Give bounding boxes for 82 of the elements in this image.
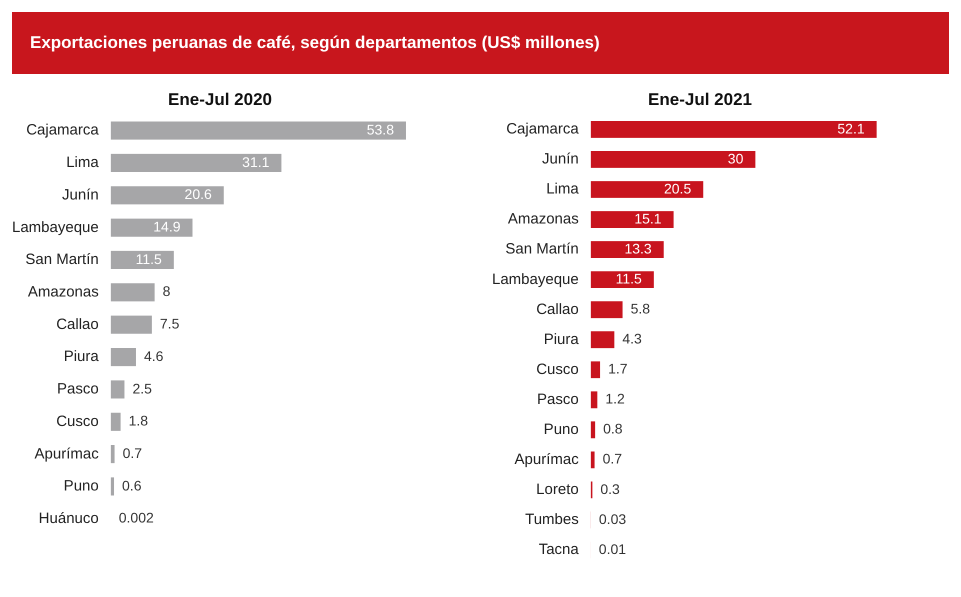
bar — [590, 211, 674, 228]
bar — [110, 154, 282, 172]
y-tick-label: Cajamarca — [506, 120, 580, 138]
y-tick-label: Apurímac — [514, 451, 580, 468]
data-label: 30 — [728, 150, 744, 166]
data-label: 14.9 — [153, 218, 181, 234]
y-tick-label: Tacna — [538, 541, 580, 558]
data-label: 0.8 — [603, 420, 623, 437]
bar — [590, 451, 595, 468]
data-label: 20.6 — [184, 186, 212, 202]
data-label: 5.8 — [630, 300, 650, 317]
data-label: 0.7 — [602, 450, 622, 467]
y-tick-label: Junín — [62, 186, 99, 204]
y-tick-label: Cajamarca — [26, 122, 100, 139]
bar — [110, 316, 152, 334]
data-label: 0.7 — [122, 444, 142, 461]
bar — [590, 241, 664, 258]
y-tick-label: Amazonas — [28, 283, 99, 300]
data-label: 4.6 — [144, 348, 164, 364]
data-label: 20.5 — [664, 180, 692, 196]
y-tick-label: Cusco — [56, 412, 99, 430]
y-tick-label: San Martín — [25, 251, 99, 268]
y-tick-label: Puno — [64, 478, 99, 495]
bar — [590, 121, 877, 138]
bar — [110, 218, 192, 237]
data-label: 1.7 — [608, 360, 628, 377]
data-label: 0.002 — [118, 510, 154, 526]
data-label: 15.1 — [634, 210, 662, 226]
y-tick-label: Lambayeque — [12, 218, 99, 236]
bar — [110, 412, 121, 431]
data-label: 0.01 — [598, 540, 626, 557]
y-tick-label: Piura — [64, 348, 100, 366]
data-label: 1.8 — [128, 412, 148, 429]
chart-title: Ene-Jul 2021 — [648, 90, 752, 109]
y-tick-label: Apurímac — [34, 445, 100, 462]
data-label: 1.2 — [605, 390, 625, 407]
data-label: 7.5 — [160, 316, 180, 332]
y-tick-label: Pasco — [57, 380, 99, 398]
data-label: 0.6 — [122, 477, 142, 494]
y-tick-label: Lima — [546, 180, 580, 198]
bar — [110, 250, 174, 270]
chart-subtitle: Ene-Jul 2020 — [168, 90, 272, 109]
bar — [110, 122, 406, 140]
data-label: 53.8 — [366, 121, 394, 138]
bar — [110, 477, 114, 496]
y-tick-label: Piura — [544, 330, 580, 348]
data-label: 11.5 — [136, 250, 162, 267]
bar — [110, 186, 224, 204]
bar — [590, 181, 704, 198]
data-label: 0.3 — [600, 480, 620, 497]
bar — [590, 331, 614, 348]
y-tick-label: Puno — [544, 420, 579, 438]
bar — [110, 348, 136, 366]
chart-title: Exportaciones peruanas de café, según departamentos (US$ millones) — [12, 12, 949, 74]
data-label: 11.5 — [616, 270, 642, 286]
bar — [590, 271, 654, 288]
bar — [590, 391, 598, 408]
bar — [590, 301, 623, 318]
y-tick-label: Callao — [536, 300, 579, 318]
y-tick-label: Loreto — [536, 481, 579, 498]
bar — [110, 380, 124, 398]
y-tick-label: Junín — [542, 150, 579, 168]
data-label: 0.03 — [598, 510, 626, 527]
bar — [590, 361, 600, 378]
y-tick-label: Lima — [66, 154, 100, 172]
data-label: 31.1 — [242, 154, 270, 170]
y-tick-label: Pasco — [537, 390, 579, 408]
y-tick-label: Callao — [56, 316, 99, 333]
y-tick-label: San Martín — [505, 240, 579, 258]
data-label: 4.3 — [622, 330, 642, 347]
y-tick-label: Cusco — [536, 360, 579, 378]
data-label: 8 — [162, 283, 171, 300]
y-tick-label: Tumbes — [525, 511, 579, 528]
y-tick-label: Lambayeque — [492, 270, 579, 288]
y-tick-label: Huánuco — [38, 510, 99, 527]
data-label: 52.1 — [837, 120, 865, 136]
bar — [110, 445, 115, 464]
data-label: 13.3 — [624, 240, 652, 256]
y-tick-label: Amazonas — [508, 210, 579, 228]
bar — [110, 283, 155, 302]
bar — [590, 151, 756, 168]
data-label: 2.5 — [132, 380, 152, 396]
